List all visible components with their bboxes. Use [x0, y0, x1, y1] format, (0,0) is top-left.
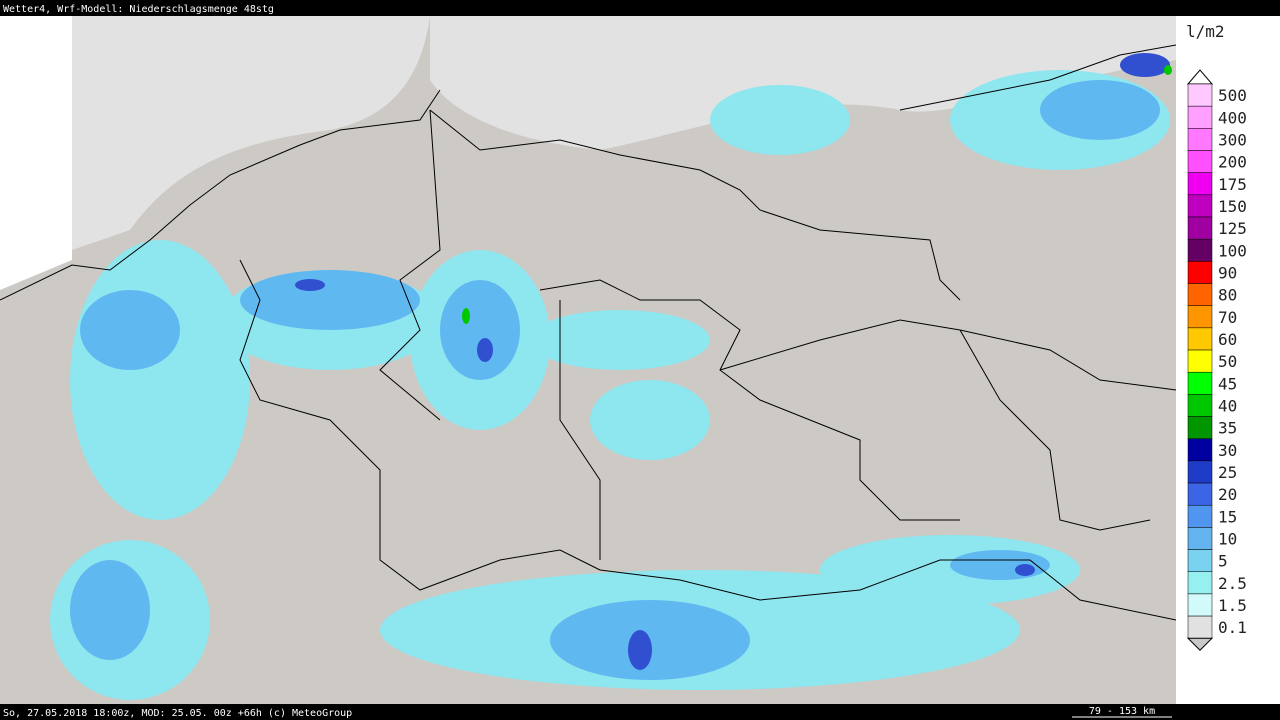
legend-swatch	[1187, 216, 1213, 240]
legend-swatch	[1187, 261, 1213, 284]
legend-label: 35	[1218, 419, 1237, 438]
legend-label: 200	[1218, 153, 1247, 172]
legend-swatch	[1187, 482, 1213, 506]
legend-label: 45	[1218, 374, 1237, 393]
legend-swatch	[1187, 615, 1213, 639]
legend-swatch	[1187, 549, 1213, 572]
legend-label: 400	[1218, 108, 1247, 127]
legend-swatch	[1187, 593, 1213, 617]
legend-label: 500	[1218, 86, 1247, 105]
legend-swatch	[1187, 571, 1213, 595]
legend-label: 100	[1218, 241, 1247, 260]
legend-swatch	[1187, 105, 1213, 129]
legend-label: 50	[1218, 352, 1237, 371]
header-bar	[0, 0, 1280, 16]
legend: 500 400 300 200 175 150 125 100 90 80 70 60 50 45 40 35…	[1186, 69, 1247, 651]
legend-swatch	[1187, 150, 1213, 173]
legend-label: 300	[1218, 130, 1247, 149]
legend-swatch	[1187, 349, 1213, 373]
legend-unit: l/m2	[1186, 22, 1225, 41]
legend-swatch	[1187, 438, 1213, 462]
legend-swatch	[1187, 238, 1213, 262]
legend-label: 2.5	[1218, 574, 1247, 593]
legend-label: 25	[1218, 463, 1237, 482]
legend-label: 1.5	[1218, 596, 1247, 615]
footer-info: So, 27.05.2018 18:00z, MOD: 25.05. 00z +…	[3, 708, 352, 719]
legend-label: 80	[1218, 286, 1237, 305]
legend-swatch	[1187, 327, 1213, 351]
legend-label: 30	[1218, 441, 1237, 460]
legend-swatch	[1187, 504, 1213, 528]
legend-label: 90	[1218, 263, 1237, 282]
legend-label: 125	[1218, 219, 1247, 238]
legend-swatch	[1187, 128, 1213, 151]
map	[0, 16, 1177, 704]
legend-swatch	[1187, 416, 1213, 439]
legend-label: 15	[1218, 507, 1237, 526]
legend-swatch	[1187, 394, 1213, 417]
legend-label: 175	[1218, 175, 1247, 194]
footer-bar	[0, 704, 1280, 720]
legend-label: 10	[1218, 529, 1237, 548]
legend-swatch	[1187, 283, 1213, 306]
legend-label: 0.1	[1218, 618, 1247, 637]
legend-label: 60	[1218, 330, 1237, 349]
legend-swatch	[1187, 194, 1213, 218]
legend-label: 40	[1218, 396, 1237, 415]
legend-swatch	[1187, 371, 1213, 395]
legend-label: 70	[1218, 308, 1237, 327]
legend-label: 20	[1218, 485, 1237, 504]
legend-arrow-bottom	[1186, 637, 1214, 651]
legend-swatch	[1187, 460, 1213, 484]
legend-label: 150	[1218, 197, 1247, 216]
legend-swatch	[1187, 83, 1213, 107]
legend-swatch	[1187, 172, 1213, 196]
legend-swatch	[1187, 305, 1213, 329]
legend-swatch	[1187, 527, 1213, 550]
footer-scale: 79 - 153 km	[1089, 706, 1155, 717]
header-title: Wetter4, Wrf-Modell: Niederschlagsmenge …	[3, 4, 274, 15]
legend-label: 5	[1218, 552, 1228, 571]
